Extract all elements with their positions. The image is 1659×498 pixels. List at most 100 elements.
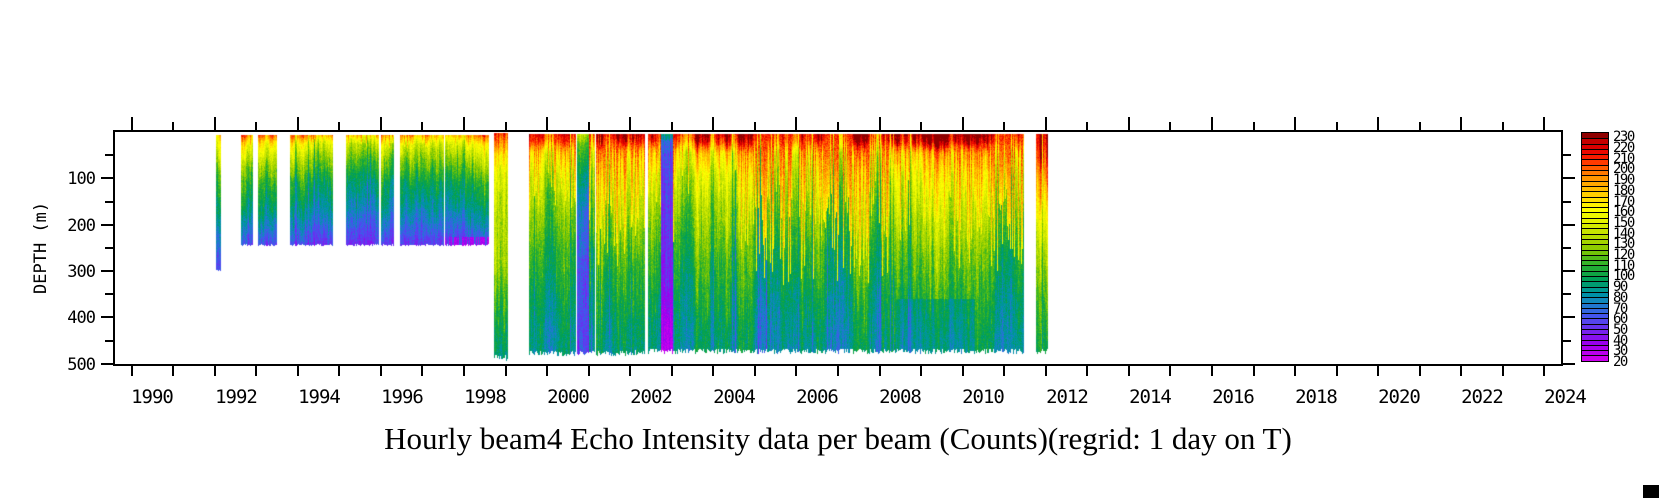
colorbar-cell xyxy=(1582,133,1608,139)
y-tick-label: 200 xyxy=(67,216,96,236)
y-tick-label: 400 xyxy=(67,308,96,328)
colorbar-label: 70 xyxy=(1613,301,1628,317)
colorbar-cell xyxy=(1582,228,1608,234)
colorbar-cell xyxy=(1582,302,1608,308)
x-tick-bottom xyxy=(1502,366,1504,376)
x-tick-top xyxy=(505,122,507,130)
x-tick-bottom xyxy=(962,366,964,376)
colorbar-label: 200 xyxy=(1613,161,1635,177)
y-tick-label: 100 xyxy=(67,169,96,189)
x-tick-bottom xyxy=(1128,366,1130,376)
colorbar-label: 180 xyxy=(1613,183,1635,199)
x-tick-bottom xyxy=(1003,366,1005,376)
x-tick-top xyxy=(131,117,133,130)
x-tick-bottom xyxy=(1169,366,1171,376)
colorbar-cell xyxy=(1582,265,1608,271)
x-tick-bottom xyxy=(1460,366,1462,376)
colorbar-cell xyxy=(1582,207,1608,213)
x-tick-label: 2002 xyxy=(630,386,673,408)
x-tick-label: 2004 xyxy=(713,386,756,408)
plot-frame xyxy=(113,130,1563,366)
x-tick-top xyxy=(1253,122,1255,130)
x-tick-bottom xyxy=(629,366,631,376)
colorbar-label: 40 xyxy=(1613,333,1628,349)
colorbar-cell xyxy=(1582,344,1608,351)
x-tick-label: 2012 xyxy=(1046,386,1089,408)
x-tick-bottom xyxy=(255,366,257,376)
x-tick-top xyxy=(1128,117,1130,130)
colorbar-label: 190 xyxy=(1613,172,1635,188)
x-tick-top xyxy=(629,117,631,130)
x-tick-top xyxy=(1336,122,1338,130)
x-tick-label: 2018 xyxy=(1295,386,1338,408)
colorbar-label: 140 xyxy=(1613,226,1635,242)
colorbar-cell xyxy=(1582,297,1608,303)
colorbar-cell xyxy=(1582,260,1608,266)
colorbar-cell xyxy=(1582,223,1608,229)
colorbar-label: 160 xyxy=(1613,204,1635,220)
x-tick-bottom xyxy=(837,366,839,376)
x-tick-bottom xyxy=(505,366,507,376)
x-tick-top xyxy=(463,117,465,130)
colorbar-cell xyxy=(1582,254,1608,261)
colorbar-cell xyxy=(1582,238,1608,245)
x-tick-bottom xyxy=(1419,366,1421,376)
x-tick-bottom xyxy=(214,366,216,376)
y-tick-right xyxy=(1563,224,1575,226)
x-tick-top xyxy=(920,122,922,130)
colorbar-label: 220 xyxy=(1613,140,1635,156)
y-tick-left xyxy=(105,154,113,156)
x-tick-label: 2000 xyxy=(547,386,590,408)
x-tick-bottom xyxy=(1045,366,1047,376)
x-tick-bottom xyxy=(1086,366,1088,376)
x-tick-top xyxy=(214,117,216,130)
x-tick-top xyxy=(1377,117,1379,130)
colorbar-cell xyxy=(1582,196,1608,202)
x-tick-label: 1998 xyxy=(464,386,507,408)
y-tick-left xyxy=(101,316,113,318)
colorbar-cell xyxy=(1582,191,1608,197)
x-tick-top xyxy=(795,117,797,130)
colorbar-cell xyxy=(1582,170,1608,176)
colorbar-label: 230 xyxy=(1613,129,1635,145)
x-tick-top xyxy=(546,117,548,130)
x-tick-bottom xyxy=(131,366,133,376)
colorbar-cell xyxy=(1582,164,1608,171)
colorbar-label: 20 xyxy=(1613,354,1628,370)
colorbar-label: 170 xyxy=(1613,194,1635,210)
x-tick-top xyxy=(837,122,839,130)
colorbar-cell xyxy=(1582,180,1608,186)
x-tick-label: 2024 xyxy=(1544,386,1587,408)
x-tick-label: 2010 xyxy=(962,386,1005,408)
x-tick-bottom xyxy=(1543,366,1545,376)
colorbar-label: 150 xyxy=(1613,215,1635,231)
colorbar-cell xyxy=(1582,281,1608,287)
x-tick-top xyxy=(1419,122,1421,130)
chart-title: Hourly beam4 Echo Intensity data per bea… xyxy=(384,421,1292,456)
y-tick-right xyxy=(1563,316,1575,318)
colorbar-cell xyxy=(1582,328,1608,335)
x-tick-label: 2016 xyxy=(1212,386,1255,408)
colorbar-label: 130 xyxy=(1613,236,1635,252)
x-tick-bottom xyxy=(1294,366,1296,376)
y-tick-right xyxy=(1563,201,1571,203)
x-tick-label: 2022 xyxy=(1461,386,1504,408)
x-tick-bottom xyxy=(421,366,423,376)
colorbar-cell xyxy=(1582,212,1608,218)
y-tick-label: 300 xyxy=(67,262,96,282)
x-tick-top xyxy=(172,122,174,130)
colorbar-label: 60 xyxy=(1613,311,1628,327)
colorbar-cell xyxy=(1582,217,1608,224)
y-tick-left xyxy=(105,340,113,342)
x-tick-label: 2014 xyxy=(1129,386,1172,408)
x-tick-label: 2020 xyxy=(1378,386,1421,408)
y-tick-right xyxy=(1563,363,1575,365)
x-tick-bottom xyxy=(1377,366,1379,376)
y-tick-right xyxy=(1563,270,1575,272)
x-tick-label: 1994 xyxy=(298,386,341,408)
colorbar-label: 110 xyxy=(1613,258,1635,274)
x-tick-top xyxy=(297,117,299,130)
colorbar-cell xyxy=(1582,291,1608,298)
x-tick-top xyxy=(421,122,423,130)
